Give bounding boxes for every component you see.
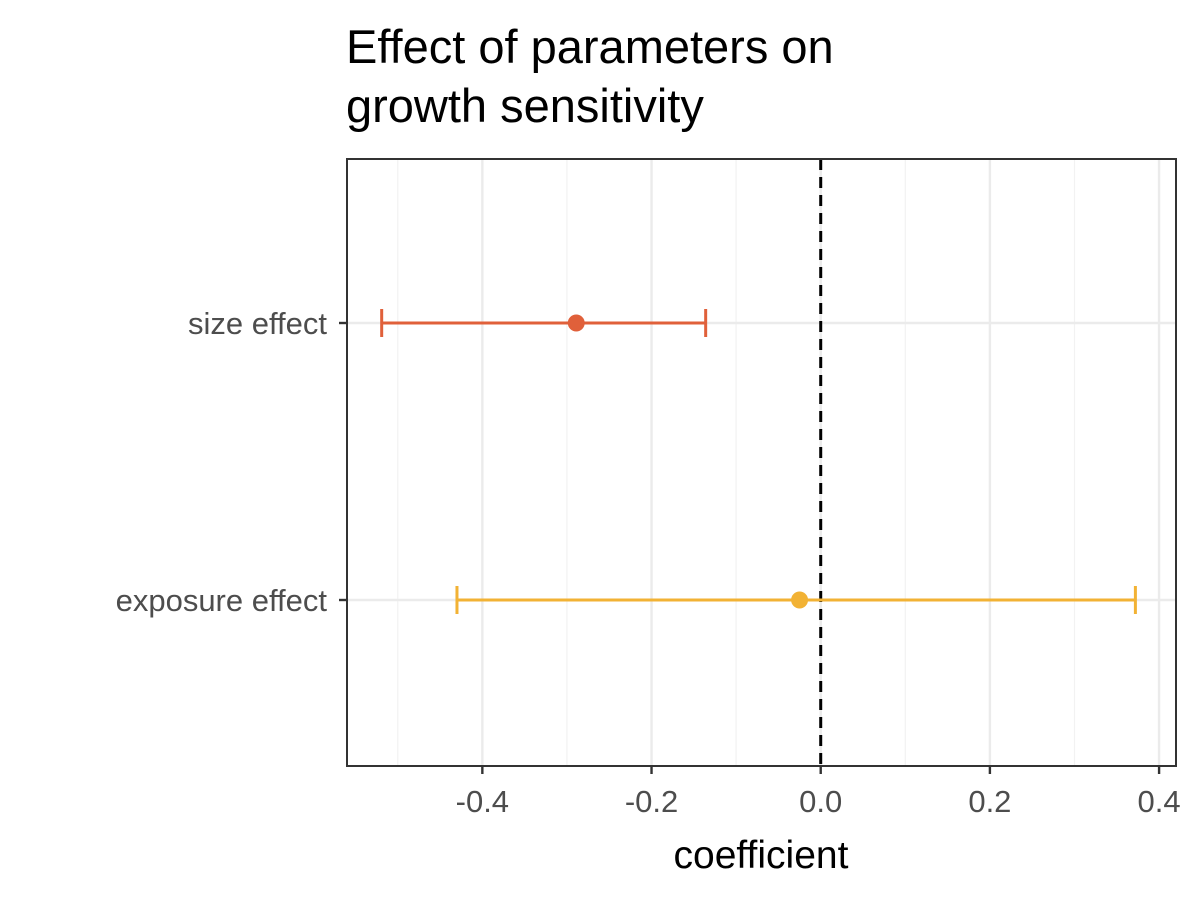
x-tick-label: -0.4 — [456, 784, 509, 819]
plot-panel-border — [346, 158, 1177, 767]
x-tick-label: 0.2 — [968, 784, 1011, 819]
chart-title-line-2: growth sensitivity — [346, 79, 704, 132]
chart-title-line-1: Effect of parameters on — [346, 20, 834, 73]
y-tick-label: exposure effect — [116, 583, 328, 618]
y-tick-label: size effect — [188, 306, 327, 341]
errorbar-group — [380, 309, 708, 337]
estimate-point — [567, 314, 585, 332]
x-axis-label: coefficient — [674, 834, 849, 877]
ticks: -0.4 -0.2 0.0 0.2 0.4 size effect exposure eff… — [116, 306, 1181, 819]
series-layer — [380, 309, 1137, 614]
errorbar-group — [455, 586, 1137, 614]
estimate-point — [791, 591, 809, 609]
x-tick-label: -0.2 — [625, 784, 678, 819]
grid — [347, 159, 1176, 766]
x-tick-label: 0.0 — [799, 784, 842, 819]
x-tick-label: 0.4 — [1138, 784, 1181, 819]
